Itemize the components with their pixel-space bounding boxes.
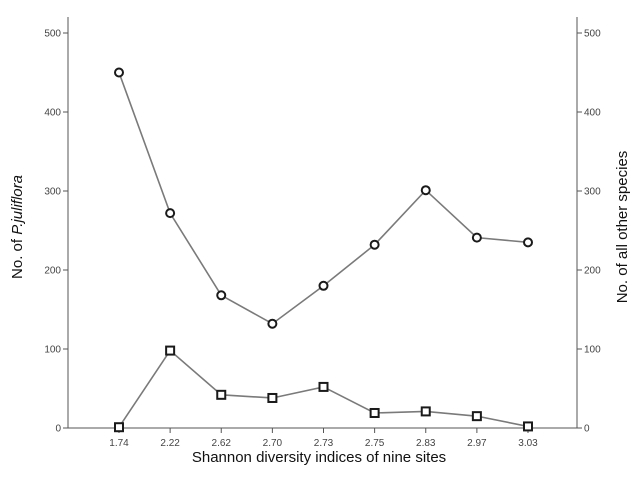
x-axis-title: Shannon diversity indices of nine sites <box>192 449 446 466</box>
y-tick-label-left-2: 200 <box>44 266 61 277</box>
y-axis-title-left-species: P.juliflora <box>9 175 26 235</box>
point-circle-7 <box>471 232 482 243</box>
ticks: 0 100 200 300 400 500 0 100 200 300 400 500 1.74 2.22… <box>44 29 601 450</box>
y-tick-label-right-4: 400 <box>584 108 601 119</box>
point-square-1 <box>165 345 176 356</box>
axes <box>67 17 578 429</box>
y-tick-label-right-3: 300 <box>584 187 601 198</box>
point-circle-4 <box>318 280 329 291</box>
point-circle-1 <box>165 208 176 219</box>
y-axis-title-left-prefix: No. of <box>9 235 26 279</box>
y-axis-title-right: No. of all other species <box>614 151 631 304</box>
y-tick-label-right-0: 0 <box>584 424 590 435</box>
point-circle-2 <box>216 290 227 301</box>
x-tick-label-2: 2.62 <box>212 438 232 449</box>
point-square-0 <box>114 422 124 433</box>
y-tick-label-left-3: 300 <box>44 187 61 198</box>
x-tick-label-3: 2.70 <box>263 438 283 449</box>
y-tick-label-left-4: 400 <box>44 108 61 119</box>
point-square-7 <box>471 411 482 422</box>
x-tick-label-4: 2.73 <box>314 438 334 449</box>
x-tick-label-7: 2.97 <box>467 438 487 449</box>
series-lines <box>118 72 529 428</box>
y-axis-title-left: No. of P.juliflora <box>9 175 26 279</box>
y-tick-label-right-1: 100 <box>584 345 601 356</box>
y-tick-label-right-5: 500 <box>584 29 601 40</box>
point-square-3 <box>267 392 278 403</box>
y-tick-label-right-2: 200 <box>584 266 601 277</box>
point-square-5 <box>369 407 380 418</box>
x-tick-label-8: 3.03 <box>518 438 538 449</box>
x-tick-label-0: 1.74 <box>109 438 129 449</box>
point-circle-6 <box>420 185 431 196</box>
y-tick-label-left-5: 500 <box>44 29 61 40</box>
point-circle-3 <box>267 318 278 329</box>
point-circle-8 <box>523 237 533 248</box>
point-square-6 <box>420 406 431 417</box>
point-square-4 <box>318 381 329 392</box>
point-square-8 <box>523 421 533 432</box>
point-circle-0 <box>114 67 124 78</box>
x-tick-label-6: 2.83 <box>416 438 436 449</box>
point-circle-5 <box>369 239 380 250</box>
point-square-2 <box>216 389 227 400</box>
x-tick-label-5: 2.75 <box>365 438 385 449</box>
y-tick-label-left-1: 100 <box>44 345 61 356</box>
markers <box>114 67 533 433</box>
y-tick-label-left-0: 0 <box>55 424 61 435</box>
x-tick-label-1: 2.22 <box>160 438 180 449</box>
